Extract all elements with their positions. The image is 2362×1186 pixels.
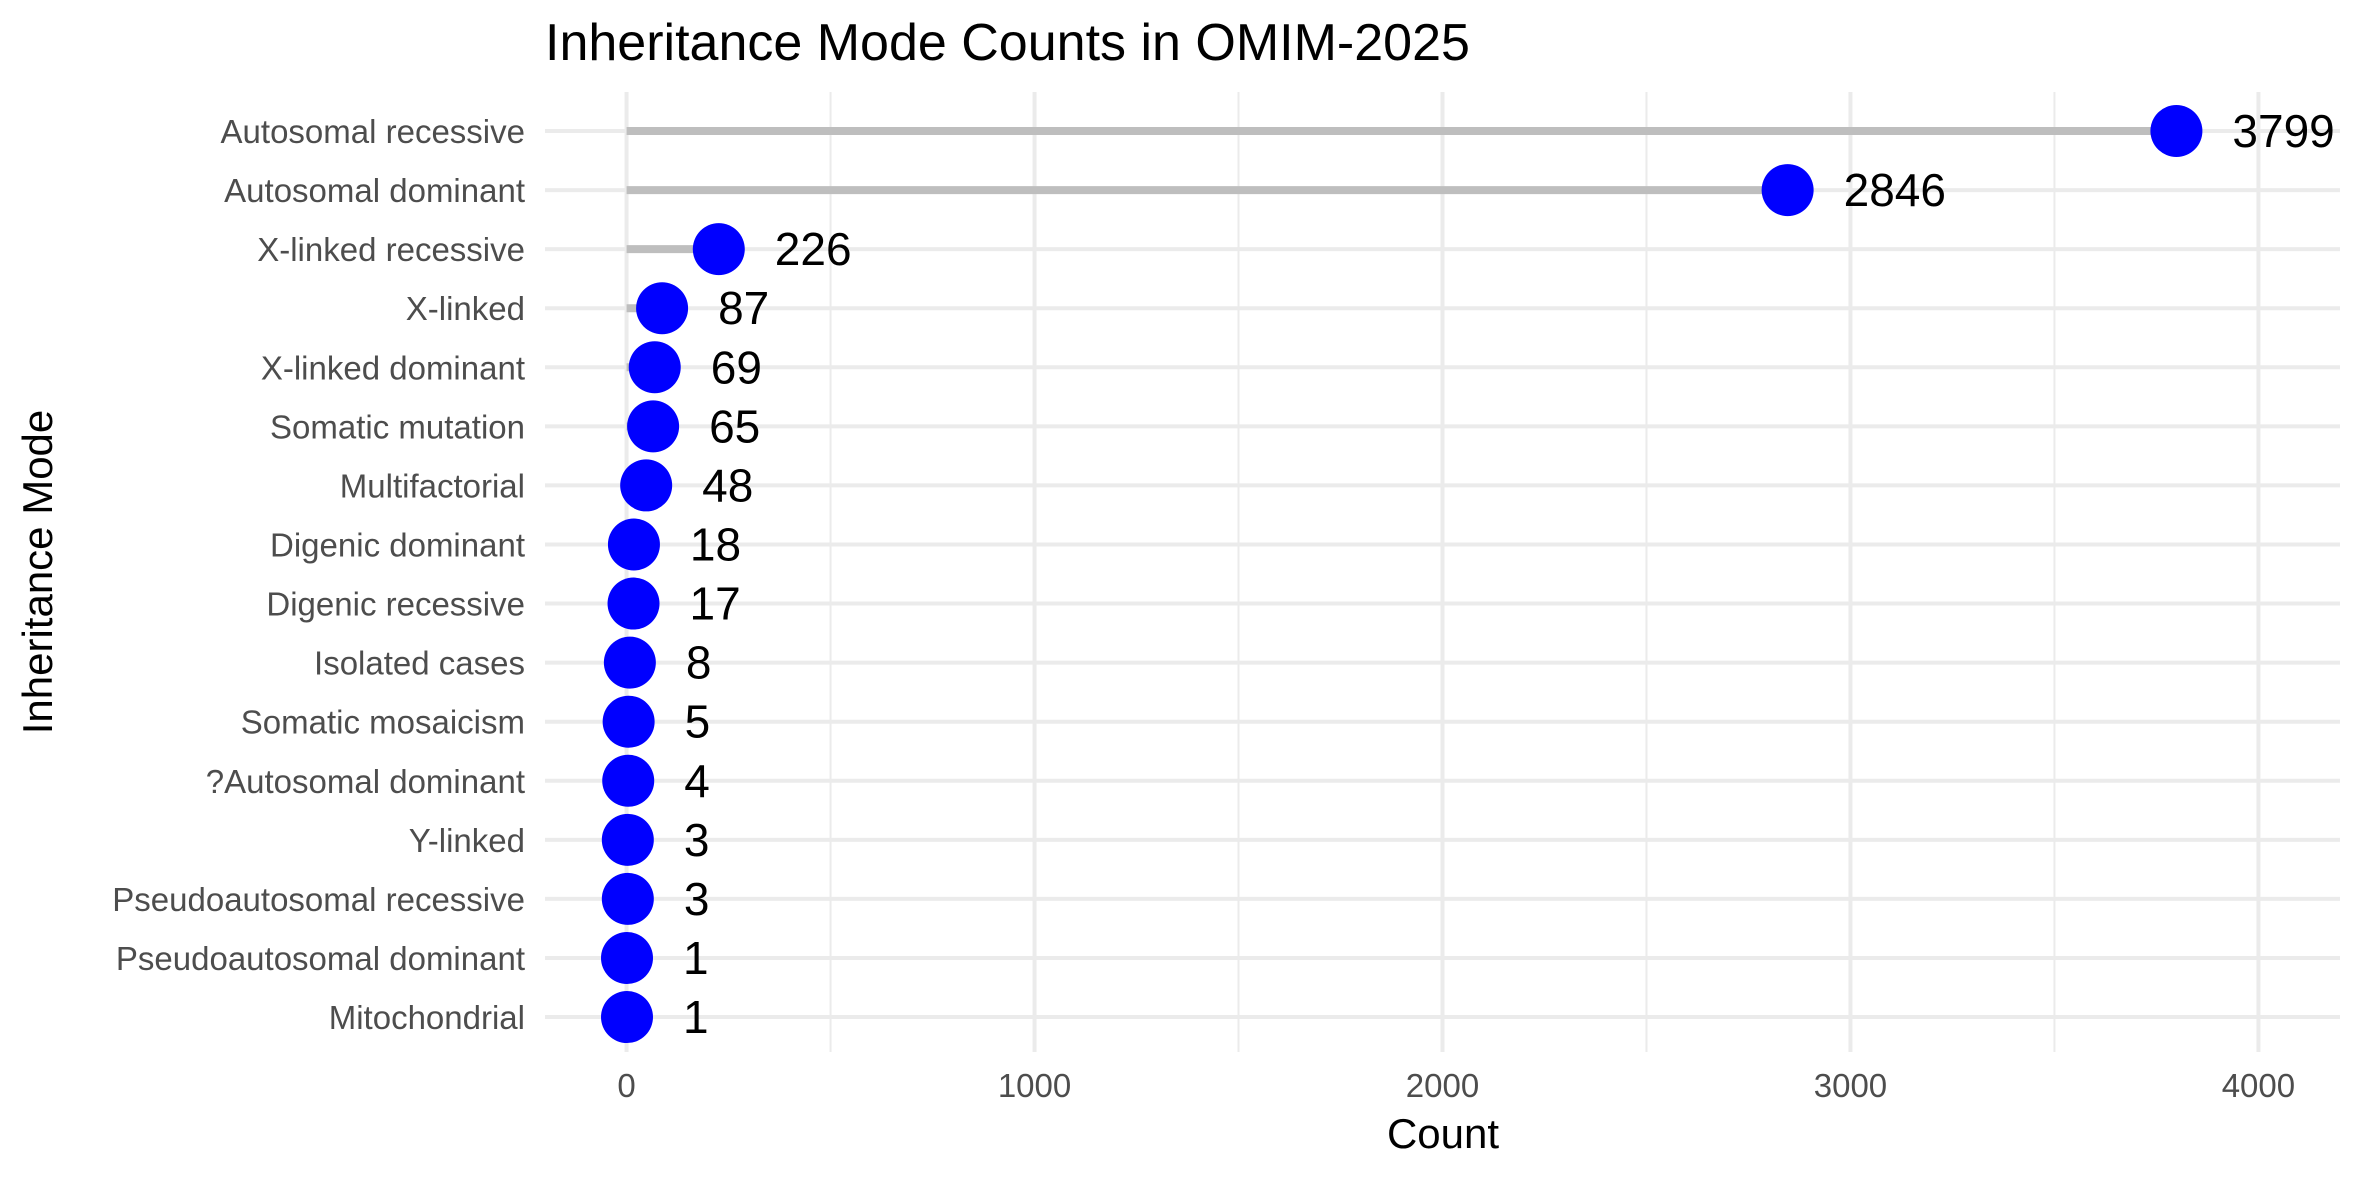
x-tick-label: 2000 — [1406, 1067, 1479, 1104]
y-tick-label: Pseudoautosomal recessive — [112, 881, 525, 918]
y-tick-label: X-linked dominant — [261, 349, 525, 386]
y-tick-label: ?Autosomal dominant — [206, 763, 525, 800]
y-axis-title: Inheritance Mode — [14, 410, 61, 735]
data-point — [627, 400, 680, 453]
y-tick-label: Digenic recessive — [266, 586, 525, 623]
y-tick-label: X-linked recessive — [257, 231, 525, 268]
y-tick-label: X-linked — [406, 290, 525, 327]
x-tick-label: 3000 — [1814, 1067, 1887, 1104]
y-tick-label: Somatic mosaicism — [241, 704, 525, 741]
data-value-label: 3 — [684, 873, 710, 925]
x-axis-title: Count — [1387, 1110, 1499, 1157]
data-value-label: 17 — [690, 578, 741, 630]
x-tick-label: 4000 — [2222, 1067, 2295, 1104]
grid-layer — [545, 92, 2340, 1052]
data-point — [692, 223, 745, 276]
data-point — [636, 282, 689, 335]
data-value-label: 3 — [684, 814, 710, 866]
point-layer — [600, 105, 2203, 1044]
data-point — [1761, 164, 1814, 217]
y-tick-label: Autosomal recessive — [221, 113, 525, 150]
data-point — [620, 459, 673, 512]
data-value-label: 5 — [685, 696, 711, 748]
y-tick-label: Mitochondrial — [329, 999, 525, 1036]
data-point — [628, 341, 681, 394]
data-point — [601, 813, 654, 866]
data-value-label: 2846 — [1844, 164, 1946, 216]
x-tick-label: 0 — [617, 1067, 635, 1104]
data-point — [603, 636, 656, 689]
y-tick-label: Y-linked — [409, 822, 525, 859]
data-value-label: 48 — [702, 459, 753, 511]
data-value-label: 226 — [775, 223, 852, 275]
x-tick-label: 1000 — [998, 1067, 1071, 1104]
data-value-label: 3799 — [2232, 105, 2334, 157]
data-value-label: 4 — [684, 755, 710, 807]
y-tick-label: Multifactorial — [340, 467, 525, 504]
data-point — [2150, 105, 2203, 157]
data-point — [607, 518, 660, 571]
chart-title: Inheritance Mode Counts in OMIM-2025 — [545, 14, 1470, 72]
data-point — [602, 695, 655, 748]
data-value-label: 1 — [683, 932, 709, 984]
data-point — [602, 754, 655, 807]
data-value-label: 1 — [683, 991, 709, 1043]
stem-layer — [626, 127, 2177, 1022]
axis-layer: 0 1000 2000 3000 4000 Autosomal recessive Auto… — [112, 113, 2295, 1104]
y-tick-label: Autosomal dominant — [224, 172, 525, 209]
data-point — [600, 991, 653, 1044]
data-value-label: 8 — [686, 637, 712, 689]
data-value-label: 87 — [718, 282, 769, 334]
data-point — [601, 872, 654, 925]
data-point — [600, 931, 653, 984]
data-value-label: 18 — [690, 518, 741, 570]
y-tick-label: Pseudoautosomal dominant — [116, 940, 525, 977]
y-tick-label: Digenic dominant — [270, 526, 525, 563]
data-value-label: 65 — [709, 400, 760, 452]
y-tick-label: Somatic mutation — [270, 408, 525, 445]
data-point — [607, 577, 660, 630]
y-tick-label: Isolated cases — [314, 645, 525, 682]
data-value-label: 69 — [711, 341, 762, 393]
